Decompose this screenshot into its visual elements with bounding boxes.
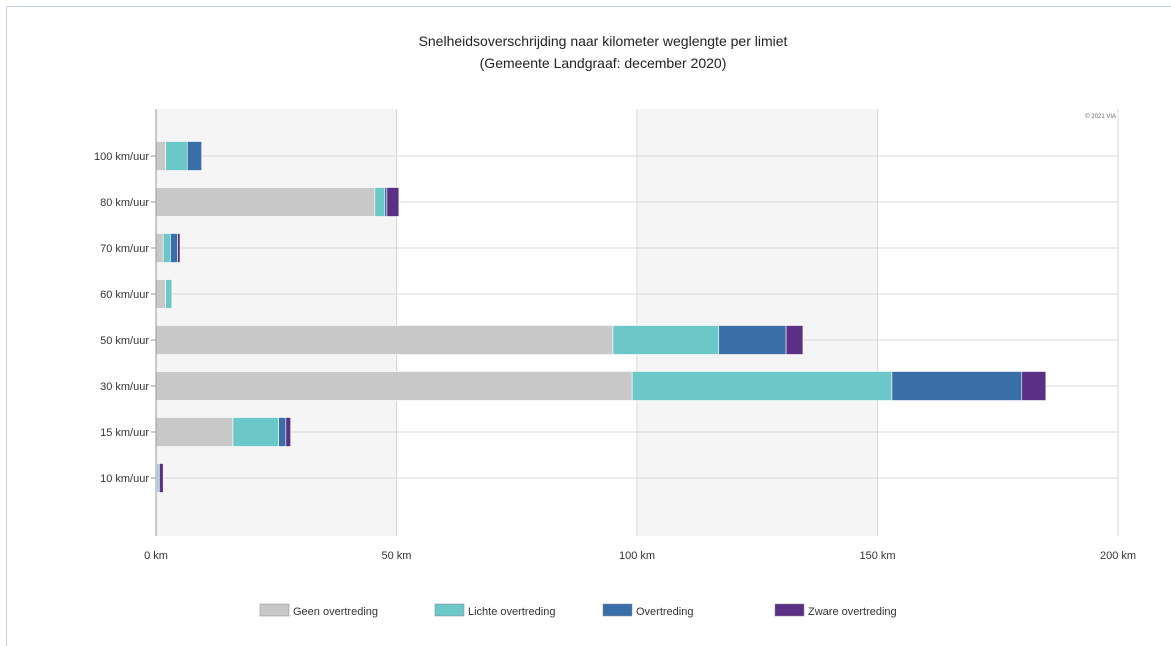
bar-segment: [155, 141, 166, 171]
plot-band: [156, 109, 397, 536]
chart-subtitle: (Gemeente Landgraaf: december 2020): [480, 55, 727, 71]
x-tick-label: 200 km: [1100, 550, 1136, 562]
bar-segment: [186, 141, 202, 171]
y-tick-label: 50 km/uur: [100, 335, 149, 347]
bar-segment: [155, 233, 164, 263]
chart-credit: © 2021 VIA: [1085, 113, 1116, 120]
bar-segment: [155, 187, 376, 217]
bar-segment: [718, 325, 787, 355]
y-axis: 100 km/uur 80 km/uur 70 km/uur 60 km/uur 50 …: [94, 109, 157, 536]
plot-band: [877, 109, 1118, 536]
x-axis: 0 km 50 km 100 km 150 km 200 km: [144, 550, 1136, 562]
legend-swatch: [774, 603, 805, 617]
bar-segment: [384, 187, 388, 217]
legend-label: Overtreding: [636, 606, 693, 618]
y-tick-label: 80 km/uur: [100, 197, 149, 209]
bar-segment: [155, 279, 166, 309]
y-tick-label: 60 km/uur: [100, 289, 149, 301]
y-tick-label: 30 km/uur: [100, 381, 149, 393]
legend-swatch: [602, 603, 633, 617]
y-tick-label: 15 km/uur: [100, 427, 149, 439]
bar-segment: [612, 325, 720, 355]
x-tick-label: 50 km: [382, 550, 412, 562]
bar-segment: [631, 371, 893, 401]
bar-segment: [155, 417, 234, 447]
x-tick-label: 150 km: [859, 550, 895, 562]
plot-band: [396, 109, 637, 536]
y-tick-label: 100 km/uur: [94, 151, 149, 163]
chart-frame: [6, 6, 1171, 646]
bar-segment: [165, 141, 188, 171]
bar-segment: [232, 417, 279, 447]
bar-segment: [170, 233, 178, 263]
y-tick-label: 10 km/uur: [100, 473, 149, 485]
plot-bands: [156, 109, 1118, 536]
bar-segment: [162, 233, 171, 263]
bar-segment: [177, 233, 181, 263]
legend-label: Zware overtreding: [808, 606, 897, 618]
x-tick-label: 0 km: [144, 550, 168, 562]
chart-title: Snelheidsoverschrijding naar kilometer w…: [419, 33, 788, 49]
legend-label: Geen overtreding: [293, 606, 378, 618]
bar-segment: [155, 325, 614, 355]
bar-segment: [374, 187, 385, 217]
bar-segment: [165, 279, 173, 309]
plot-band: [637, 109, 878, 536]
bar-segment: [1021, 371, 1047, 401]
legend: Geen overtreding Lichte overtreding Overtr…: [259, 603, 897, 618]
y-tick-label: 70 km/uur: [100, 243, 149, 255]
legend-label: Lichte overtreding: [468, 606, 555, 618]
bar-segment: [891, 371, 1023, 401]
bars: [155, 141, 1047, 493]
legend-swatch: [259, 603, 290, 617]
x-tick-label: 100 km: [619, 550, 655, 562]
bar-segment: [159, 463, 164, 493]
legend-swatch: [434, 603, 465, 617]
bar-segment: [386, 187, 400, 217]
bar-segment: [278, 417, 287, 447]
bar-segment: [785, 325, 804, 355]
bar-segment: [285, 417, 291, 447]
bar-segment: [155, 371, 633, 401]
